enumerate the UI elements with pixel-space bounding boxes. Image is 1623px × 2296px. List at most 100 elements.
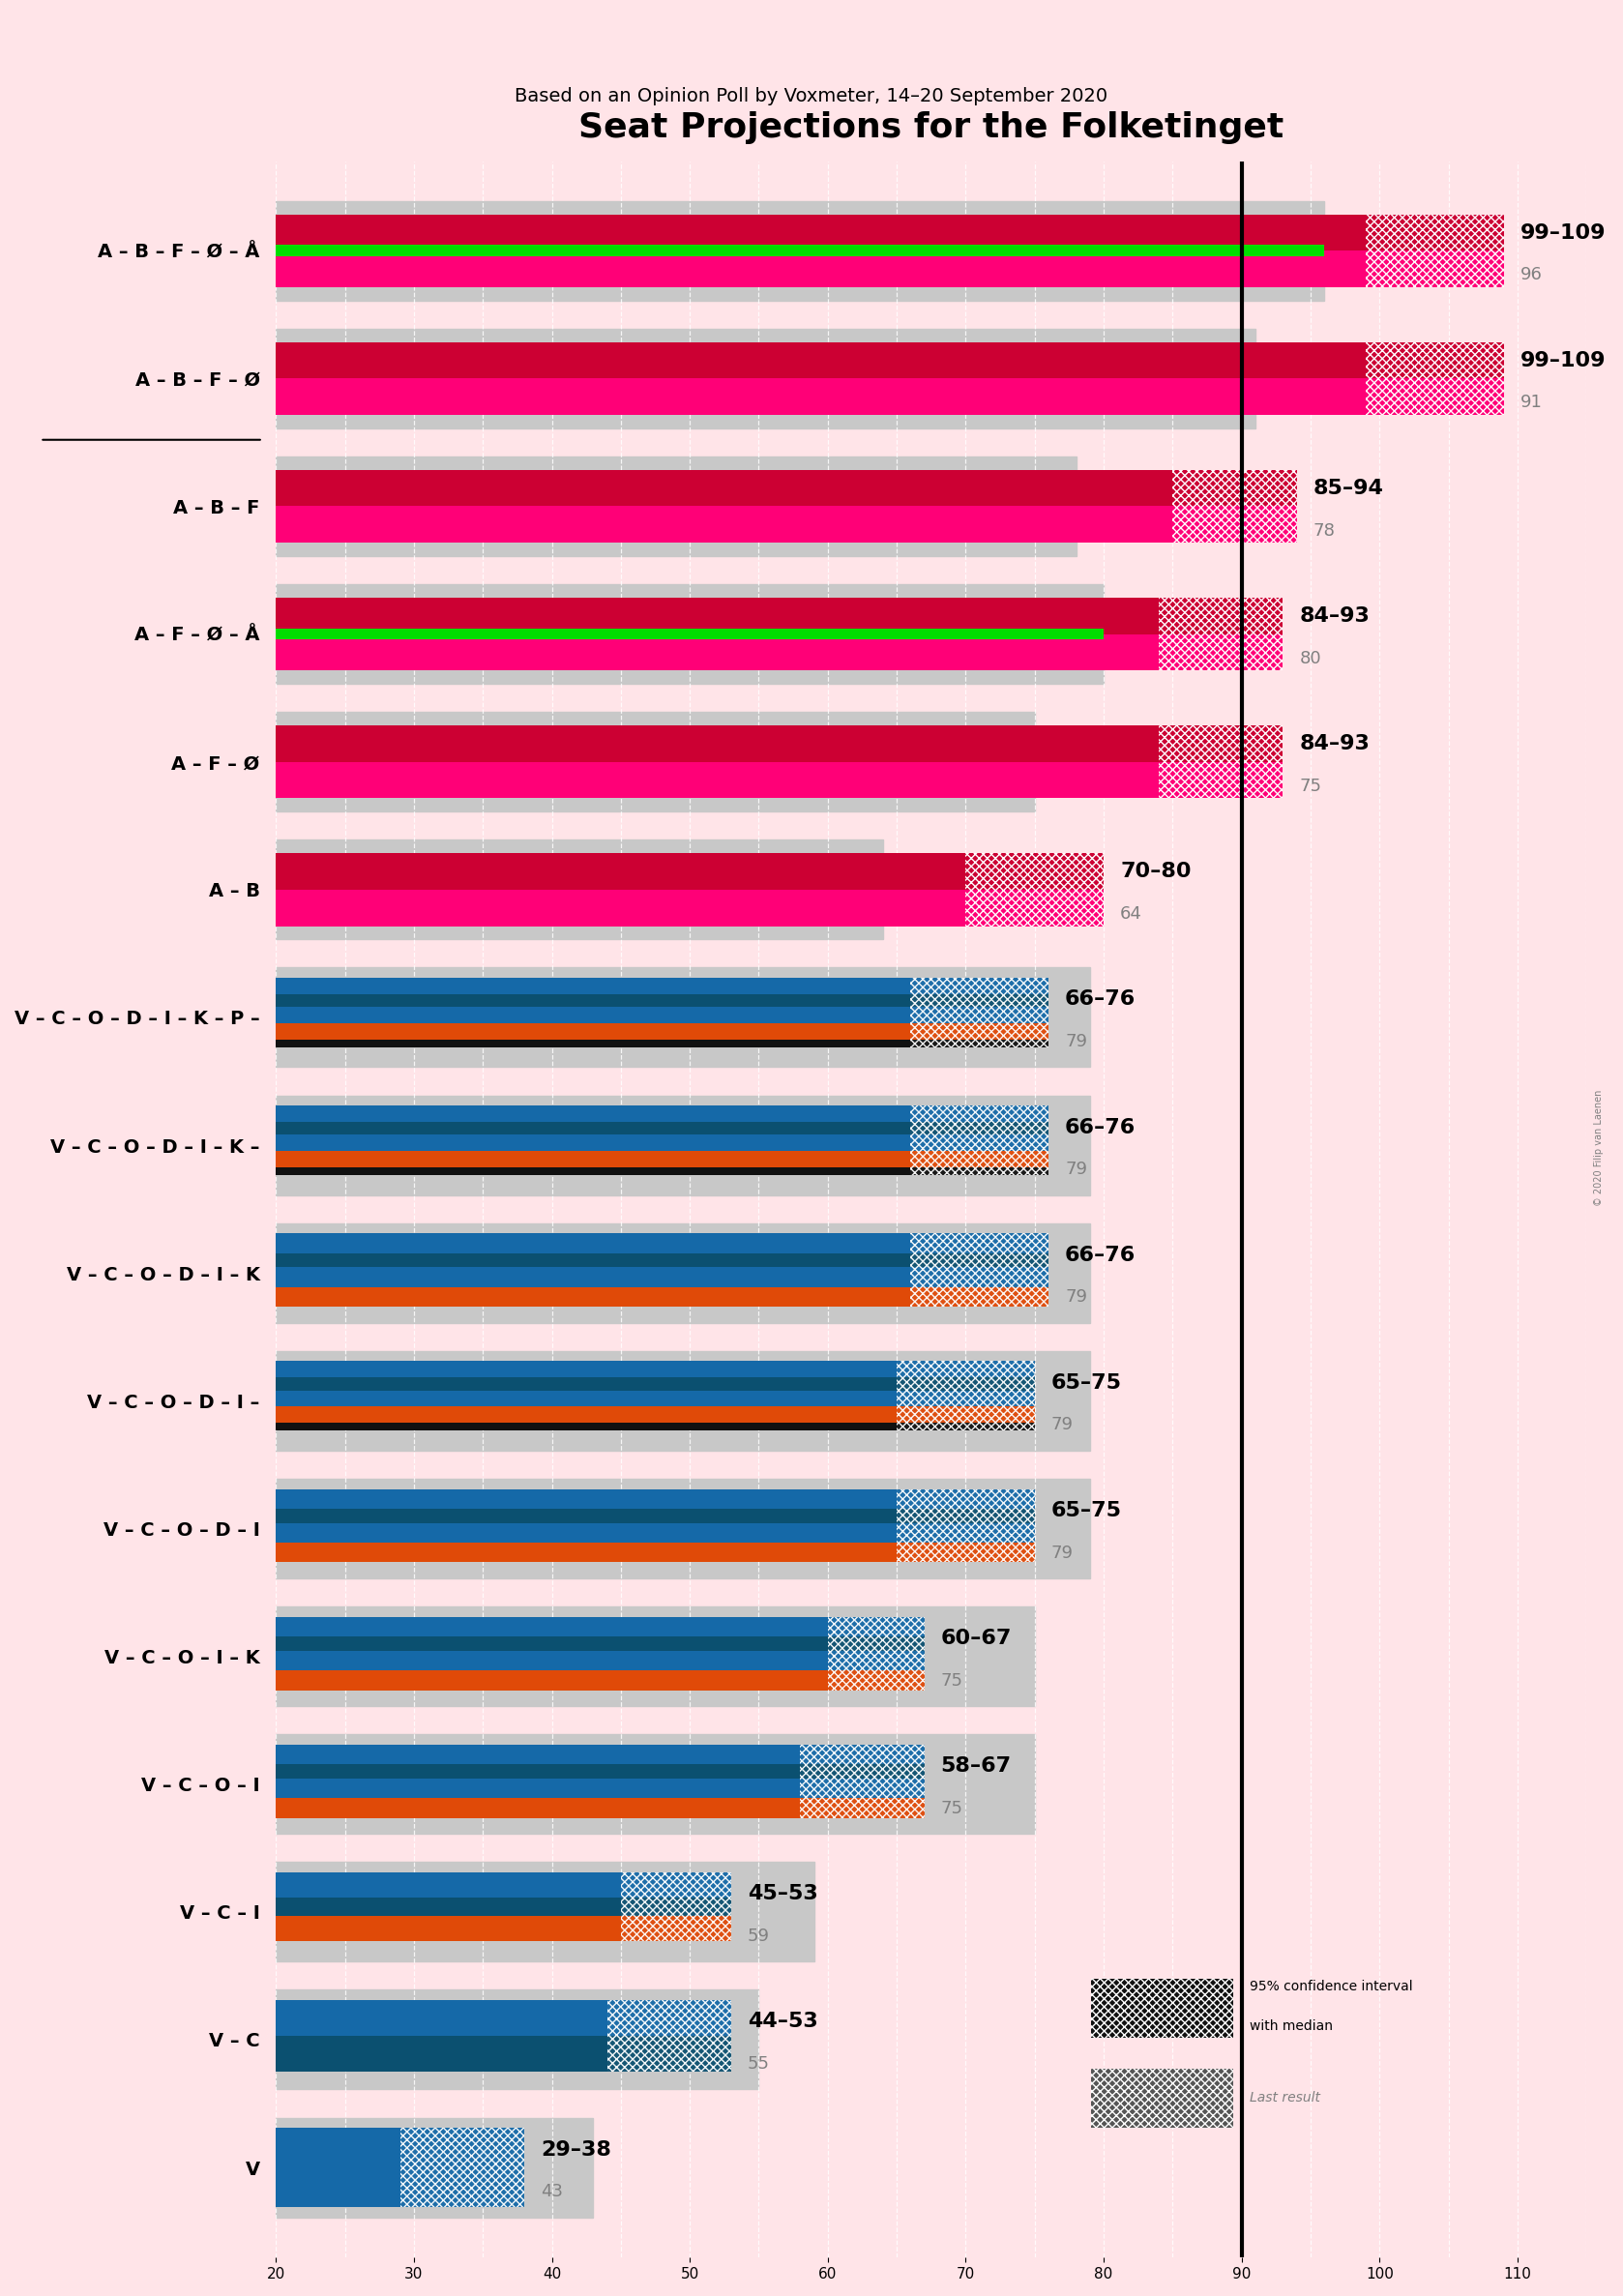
Bar [276, 1350, 1089, 1451]
Text: Last result: Last result [1250, 2092, 1321, 2105]
Bar [276, 1095, 1089, 1194]
Bar [276, 1991, 760, 2089]
Bar [276, 1407, 896, 1424]
Bar [276, 1871, 622, 1899]
Bar [276, 762, 1159, 799]
Text: 91: 91 [1521, 395, 1542, 411]
Text: 55: 55 [748, 2055, 769, 2073]
Bar [276, 1616, 828, 1637]
Bar [276, 840, 883, 939]
Text: 58–67: 58–67 [941, 1756, 1011, 1775]
Bar [911, 1233, 1048, 1254]
Text: 75: 75 [941, 1671, 962, 1690]
Bar [911, 1107, 1048, 1123]
Text: 44–53: 44–53 [748, 2011, 818, 2032]
Text: 65–75: 65–75 [1052, 1373, 1121, 1394]
Bar [276, 2117, 594, 2218]
Bar [911, 1288, 1048, 1306]
Bar [276, 1899, 622, 1915]
Bar [911, 1267, 1048, 1288]
Bar [276, 250, 1365, 287]
Bar [276, 1637, 828, 1651]
Bar [1159, 762, 1282, 799]
Bar [276, 1915, 622, 1942]
Text: 79: 79 [1052, 1545, 1073, 1561]
Bar [276, 328, 1255, 429]
Bar [276, 967, 1089, 1068]
Bar [896, 1407, 1034, 1424]
Text: 43: 43 [540, 2183, 563, 2200]
Bar [276, 1862, 815, 1961]
Bar [800, 1763, 923, 1779]
Bar [911, 1134, 1048, 1150]
Bar [276, 1733, 1034, 1835]
Bar [276, 2000, 607, 2037]
Bar [911, 1008, 1048, 1024]
Bar [276, 854, 966, 889]
Bar [276, 1166, 911, 1176]
Bar [607, 2000, 732, 2037]
Bar [276, 505, 1172, 542]
Bar [276, 342, 1365, 379]
Bar [276, 712, 1034, 813]
Bar [622, 1915, 732, 1942]
Bar [276, 2128, 401, 2206]
Bar [276, 1267, 911, 1288]
Text: 99–109: 99–109 [1521, 223, 1605, 243]
Bar [911, 978, 1048, 994]
Bar [276, 1779, 800, 1798]
Bar [828, 1637, 923, 1651]
Bar [1159, 726, 1282, 762]
Bar [800, 1798, 923, 1818]
Bar [276, 1254, 911, 1267]
Text: 99–109: 99–109 [1521, 351, 1605, 370]
Text: 64: 64 [1120, 905, 1143, 923]
Bar [966, 889, 1104, 925]
Bar [276, 1488, 896, 1508]
Bar [1159, 597, 1282, 634]
Bar [276, 889, 966, 925]
Text: 70–80: 70–80 [1120, 861, 1191, 882]
Bar [276, 1479, 1089, 1577]
Bar [276, 1008, 911, 1024]
Text: 79: 79 [1065, 1162, 1087, 1178]
Bar [911, 1024, 1048, 1040]
Bar [276, 1543, 896, 1561]
Text: 84–93: 84–93 [1300, 606, 1370, 627]
Bar [276, 379, 1365, 416]
Bar [828, 1671, 923, 1690]
Bar [1365, 250, 1503, 287]
Bar [276, 1040, 911, 1047]
Text: 96: 96 [1521, 266, 1542, 285]
Text: 80: 80 [1300, 650, 1321, 668]
Bar [276, 1522, 896, 1543]
Bar [1365, 214, 1503, 250]
Bar [1172, 471, 1297, 505]
Text: © 2020 Filip van Laenen: © 2020 Filip van Laenen [1594, 1091, 1604, 1205]
Text: 84–93: 84–93 [1300, 735, 1370, 753]
Bar [896, 1362, 1034, 1378]
Bar [1092, 2069, 1233, 2126]
Bar [276, 1391, 896, 1407]
Bar [896, 1424, 1034, 1430]
Bar [828, 1651, 923, 1671]
Text: 59: 59 [748, 1926, 769, 1945]
Text: 79: 79 [1065, 1288, 1087, 1306]
Bar [276, 978, 911, 994]
Bar [896, 1378, 1034, 1391]
Bar [800, 1779, 923, 1798]
Bar [1365, 342, 1503, 379]
Bar [896, 1543, 1034, 1561]
Text: 79: 79 [1052, 1417, 1073, 1433]
Bar [276, 1378, 896, 1391]
Bar [911, 1150, 1048, 1166]
Title: Seat Projections for the Folketinget: Seat Projections for the Folketinget [578, 110, 1284, 145]
Bar [276, 1107, 911, 1123]
Bar [896, 1488, 1034, 1508]
Text: 60–67: 60–67 [941, 1628, 1011, 1649]
Bar [800, 1745, 923, 1763]
Bar [276, 471, 1172, 505]
Bar [896, 1522, 1034, 1543]
Bar [276, 726, 1159, 762]
Bar [911, 1123, 1048, 1134]
